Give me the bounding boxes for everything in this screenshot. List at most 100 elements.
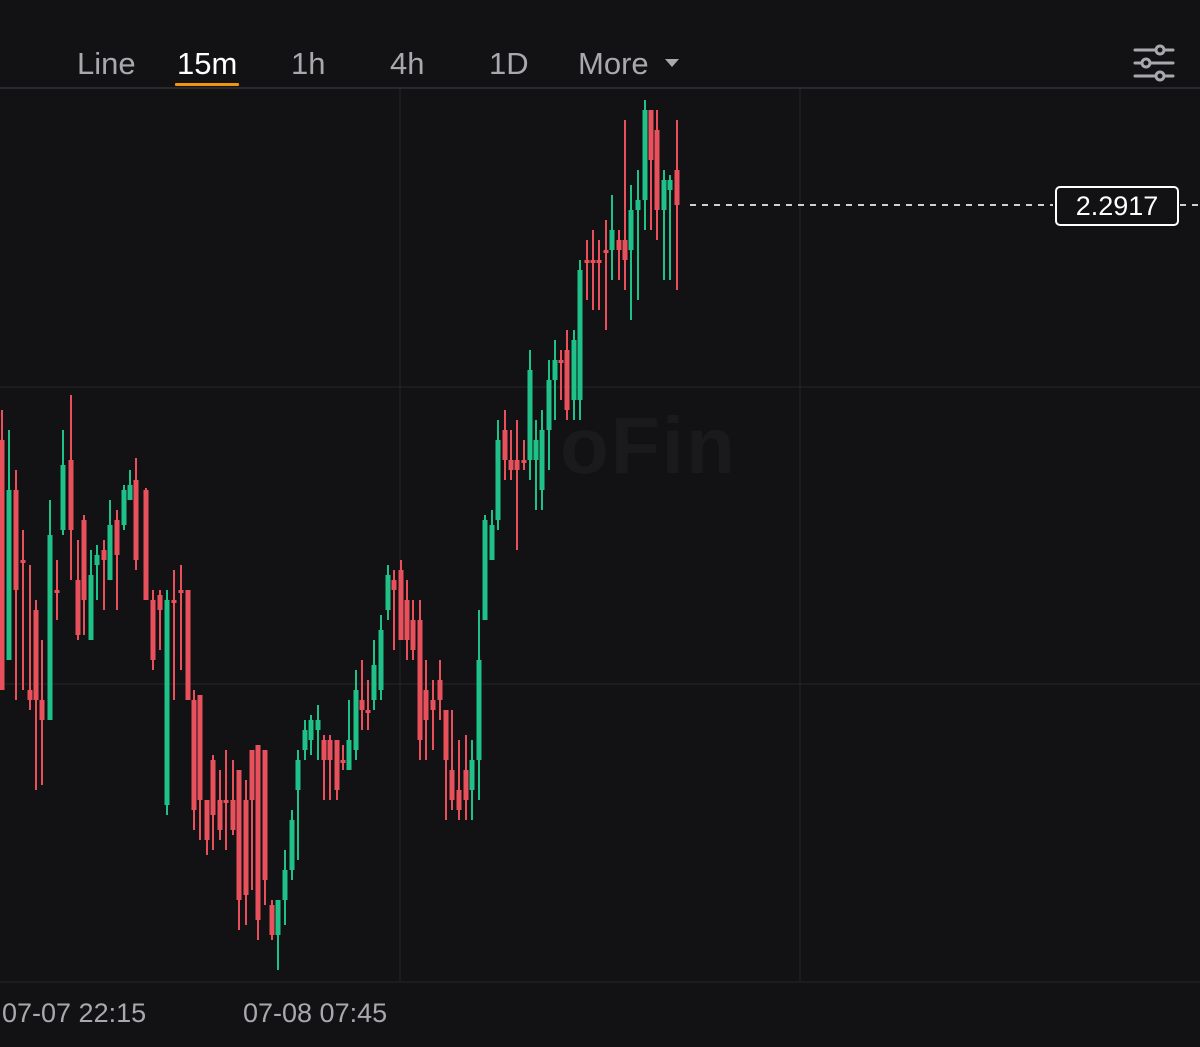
candle-up — [88, 575, 94, 640]
tab-1h[interactable]: 1h — [291, 46, 326, 81]
candle-up — [489, 525, 495, 560]
candle-down — [410, 620, 416, 650]
candle-down — [340, 760, 346, 763]
candle-down — [404, 600, 410, 640]
caret-down-icon — [664, 58, 679, 67]
candle-down — [423, 690, 429, 720]
candle-down — [564, 350, 570, 410]
candle-up — [495, 440, 501, 520]
candle-down — [430, 700, 436, 710]
candle-up — [667, 180, 673, 190]
candle-up — [482, 520, 488, 620]
candle-up — [308, 720, 314, 740]
tab-1d[interactable]: 1D — [489, 46, 529, 81]
candle-up — [47, 535, 53, 720]
candle-up — [469, 760, 475, 790]
candle-down — [27, 690, 33, 700]
candle-down — [262, 750, 268, 880]
candle-up — [642, 110, 648, 200]
candle-down — [20, 560, 26, 563]
candle-down — [101, 550, 107, 560]
candle-down — [191, 700, 197, 810]
candle-up — [635, 200, 641, 210]
candle-down — [674, 170, 680, 205]
candle-up — [164, 600, 170, 805]
candle-up — [107, 525, 113, 580]
candle-down — [584, 260, 590, 263]
candle-up — [127, 485, 133, 500]
candle-up — [121, 490, 127, 525]
candle-up — [6, 490, 12, 660]
candle-down — [398, 570, 404, 640]
candle-up — [289, 820, 295, 870]
candle-down — [269, 905, 275, 935]
candle-up — [378, 630, 384, 690]
candle-up — [546, 380, 552, 430]
candle-down — [68, 460, 74, 530]
candle-up — [282, 870, 288, 900]
tab-15m[interactable]: 15m — [174, 40, 240, 88]
candle-up — [295, 760, 301, 790]
candle-down — [514, 460, 520, 470]
candle-down — [521, 460, 527, 463]
candle-down — [236, 770, 242, 900]
candle-down — [54, 590, 60, 593]
toolbar-divider — [0, 87, 1200, 89]
candle-down — [654, 130, 660, 210]
candle-down — [596, 260, 602, 263]
candle-up — [346, 740, 352, 770]
candle-down — [13, 490, 19, 590]
candle-up — [609, 230, 615, 250]
candle-up — [385, 575, 391, 610]
x-axis-label-1: 07-07 22:15 — [2, 998, 147, 1028]
candle-down — [39, 700, 45, 720]
candle-down — [133, 480, 139, 560]
candle-down — [230, 800, 236, 830]
candle-up — [353, 690, 359, 750]
watermark: oFin — [560, 401, 737, 490]
candle-down — [0, 440, 5, 690]
candle-up — [628, 210, 634, 250]
candle-down — [185, 590, 191, 700]
candle-down — [443, 710, 449, 760]
candle-down — [321, 740, 327, 760]
candle-down — [502, 430, 508, 460]
candle-down — [114, 520, 120, 555]
candle-up — [94, 555, 100, 565]
candle-down — [171, 600, 177, 603]
tab-more-label: More — [578, 46, 649, 81]
candle-down — [204, 800, 210, 840]
candle-up — [661, 180, 667, 210]
candle-down — [217, 800, 223, 830]
candle-down — [558, 360, 564, 363]
candle-up — [539, 430, 545, 490]
candle-down — [391, 580, 397, 590]
candle-up — [315, 720, 321, 730]
candle-up — [577, 270, 583, 400]
timeframe-toolbar: Line 15m 1h 4h 1D More — [0, 0, 1200, 88]
candle-down — [255, 745, 261, 920]
candle-down — [616, 240, 622, 250]
candle-down — [223, 800, 229, 803]
candle-down — [449, 770, 455, 800]
candle-down — [456, 790, 462, 810]
candle-down — [75, 580, 81, 635]
candle-down — [33, 610, 39, 700]
candle-down — [622, 240, 628, 260]
candle-down — [437, 680, 443, 700]
candle-down — [365, 710, 371, 713]
candle-up — [302, 730, 308, 750]
candle-down — [178, 590, 184, 593]
tab-line[interactable]: Line — [77, 46, 136, 81]
candle-up — [60, 465, 66, 530]
candle-down — [249, 750, 255, 800]
tab-more[interactable]: More — [578, 40, 679, 88]
tab-4h[interactable]: 4h — [390, 46, 425, 81]
candle-down — [590, 260, 596, 263]
candle-up — [275, 900, 281, 935]
candle-down — [359, 700, 365, 710]
candle-down — [157, 595, 163, 610]
sliders-icon[interactable] — [1132, 42, 1176, 86]
